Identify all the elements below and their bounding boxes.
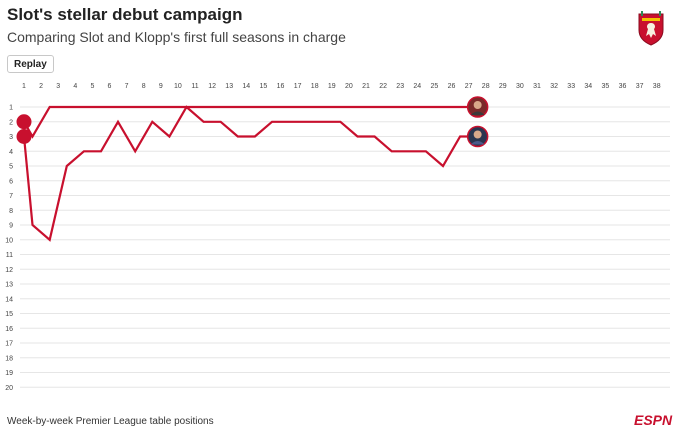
y-tick-label: 5 [9,164,13,171]
x-tick-label: 7 [125,83,129,90]
y-tick-label: 3 [9,134,13,141]
x-tick-label: 1 [22,83,26,90]
chart-footer-note: Week-by-week Premier League table positi… [7,416,214,427]
x-tick-label: 33 [567,83,575,90]
x-tick-label: 27 [465,83,473,90]
y-tick-label: 7 [9,193,13,200]
x-tick-label: 25 [431,83,439,90]
y-tick-label: 19 [5,370,13,377]
x-tick-label: 12 [208,83,216,90]
x-tick-label: 8 [142,83,146,90]
y-tick-label: 20 [5,385,13,392]
x-tick-label: 13 [225,83,233,90]
y-tick-label: 6 [9,178,13,185]
x-tick-label: 2 [39,83,43,90]
y-tick-label: 14 [5,296,13,303]
y-tick-label: 15 [5,311,13,318]
x-tick-label: 24 [413,83,421,90]
x-tick-label: 32 [550,83,558,90]
avatar-face-2 [473,130,482,139]
x-tick-label: 20 [345,83,353,90]
x-tick-label: 35 [602,83,610,90]
x-tick-label: 26 [448,83,456,90]
x-tick-label: 6 [108,83,112,90]
x-tick-label: 23 [396,83,404,90]
x-tick-label: 16 [277,83,285,90]
y-tick-label: 18 [5,355,13,362]
x-tick-label: 17 [294,83,302,90]
y-tick-label: 2 [9,119,13,126]
avatar-body-2 [470,141,485,145]
avatar-body-1 [470,111,485,115]
y-tick-label: 13 [5,282,13,289]
liverpool-crest-icon [638,11,664,46]
y-tick-label: 11 [6,252,13,259]
chart-subtitle: Comparing Slot and Klopp's first full se… [7,29,346,45]
x-tick-label: 18 [311,83,319,90]
x-tick-label: 10 [174,83,182,90]
x-tick-label: 21 [362,83,370,90]
x-tick-label: 37 [636,83,644,90]
y-tick-label: 10 [5,237,13,244]
x-tick-label: 28 [482,83,490,90]
x-tick-label: 29 [499,83,507,90]
chart-title: Slot's stellar debut campaign [7,5,243,24]
avatar-face-1 [473,101,482,109]
x-tick-label: 30 [516,83,524,90]
x-tick-label: 4 [73,83,77,90]
x-tick-label: 34 [584,83,592,90]
x-tick-label: 14 [242,83,250,90]
x-tick-label: 38 [653,83,661,90]
espn-logo-text: ESPN [634,412,673,428]
y-tick-label: 12 [5,267,13,274]
espn-logo-icon: ESPN [634,412,673,428]
series-line-1 [23,105,478,139]
y-tick-label: 9 [9,223,13,230]
y-tick-label: 8 [9,208,13,215]
y-tick-label: 17 [5,341,13,348]
x-tick-label: 3 [56,83,60,90]
x-tick-label: 15 [260,83,268,90]
x-tick-label: 19 [328,83,336,90]
y-tick-label: 1 [9,105,13,112]
x-tick-label: 9 [159,83,163,90]
x-tick-label: 22 [379,83,387,90]
y-tick-label: 4 [9,149,13,156]
y-tick-label: 16 [5,326,13,333]
x-tick-label: 11 [191,83,198,90]
series-line-2 [22,105,478,242]
series-start-dot-2 [16,129,32,144]
x-tick-label: 5 [90,83,94,90]
x-tick-label: 31 [533,83,541,90]
x-tick-label: 36 [619,83,627,90]
series-start-dot-1 [16,114,32,130]
replay-button[interactable]: Replay [7,55,54,73]
